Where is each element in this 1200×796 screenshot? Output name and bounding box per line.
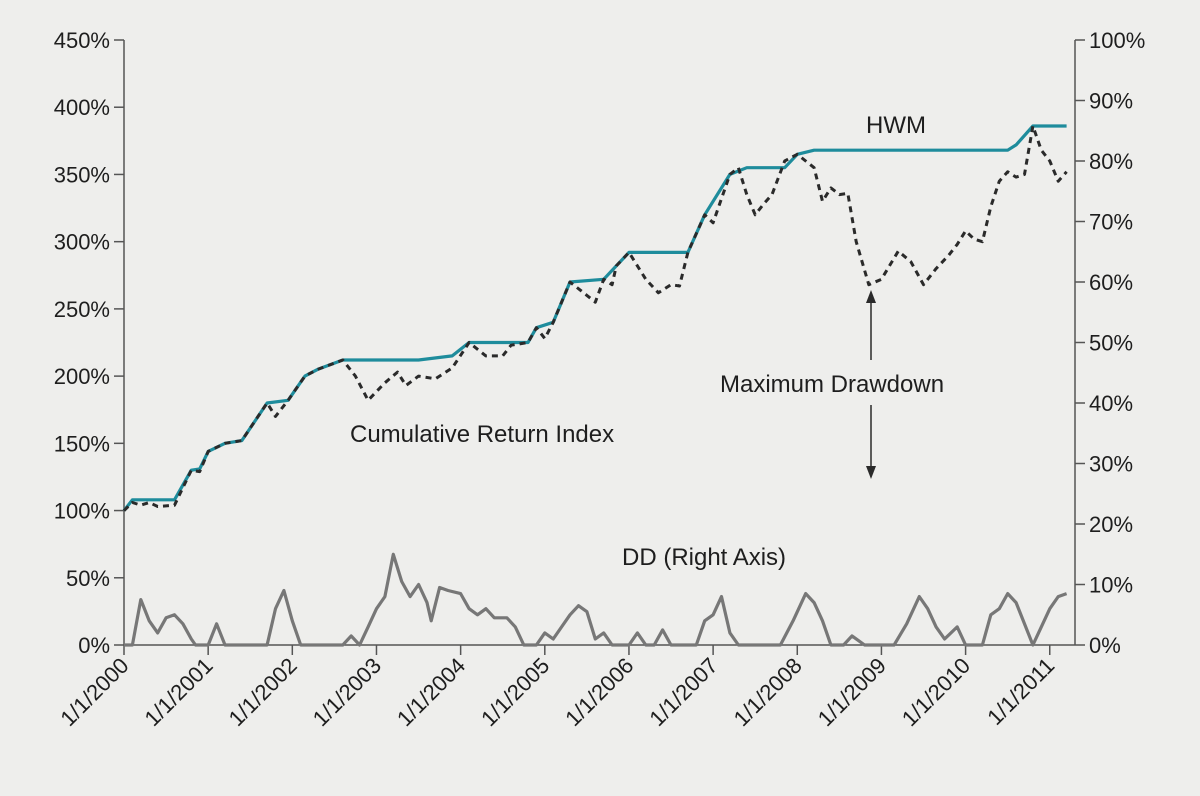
x-tick-label: 1/1/2007 [644, 653, 722, 731]
x-tick-label: 1/1/2008 [729, 653, 807, 731]
left-tick-label: 450% [54, 28, 110, 53]
annotation-dd-right-axis: DD (Right Axis) [622, 544, 786, 571]
right-tick-label: 100% [1089, 28, 1145, 53]
right-tick-label: 30% [1089, 452, 1133, 477]
annotation-cumulative-return-index: Cumulative Return Index [350, 421, 614, 448]
right-tick-label: 40% [1089, 391, 1133, 416]
right-tick-label: 50% [1089, 331, 1133, 356]
left-tick-label: 250% [54, 297, 110, 322]
x-tick-label: 1/1/2006 [560, 653, 638, 731]
x-tick-label: 1/1/2010 [897, 653, 975, 731]
right-tick-label: 20% [1089, 512, 1133, 537]
right-tick-label: 80% [1089, 149, 1133, 174]
right-tick-label: 60% [1089, 270, 1133, 295]
series-layer [122, 124, 1068, 647]
right-tick-label: 0% [1089, 633, 1121, 658]
left-tick-label: 300% [54, 230, 110, 255]
left-tick-label: 350% [54, 162, 110, 187]
right-tick-label: 70% [1089, 210, 1133, 235]
x-tick-label: 1/1/2000 [55, 653, 133, 731]
left-tick-label: 200% [54, 364, 110, 389]
left-tick-label: 0% [78, 633, 110, 658]
right-tick-label: 90% [1089, 89, 1133, 114]
left-tick-label: 400% [54, 95, 110, 120]
right-tick-label: 10% [1089, 573, 1133, 598]
left-tick-label: 100% [54, 499, 110, 524]
x-tick-label: 1/1/2009 [813, 653, 891, 731]
x-tick-label: 1/1/2001 [139, 653, 217, 731]
x-tick-label: 1/1/2011 [982, 653, 1059, 730]
x-tick-label: 1/1/2004 [392, 653, 470, 731]
x-tick-label: 1/1/2005 [476, 653, 554, 731]
x-tick-label: 1/1/2003 [308, 653, 386, 731]
annotation-maximum-drawdown: Maximum Drawdown [720, 371, 944, 398]
annotations: HWM Cumulative Return Index Maximum Draw… [350, 112, 944, 571]
left-tick-label: 150% [54, 431, 110, 456]
left-tick-label: 50% [66, 566, 110, 591]
x-tick-label: 1/1/2002 [224, 653, 302, 731]
series-line-cumulative-return-index [122, 124, 1068, 512]
max-drawdown-arrow [866, 290, 876, 479]
series-line-hwm [122, 124, 1067, 512]
annotation-hwm: HWM [866, 112, 926, 139]
series-line-dd-right-axis [124, 552, 1068, 647]
